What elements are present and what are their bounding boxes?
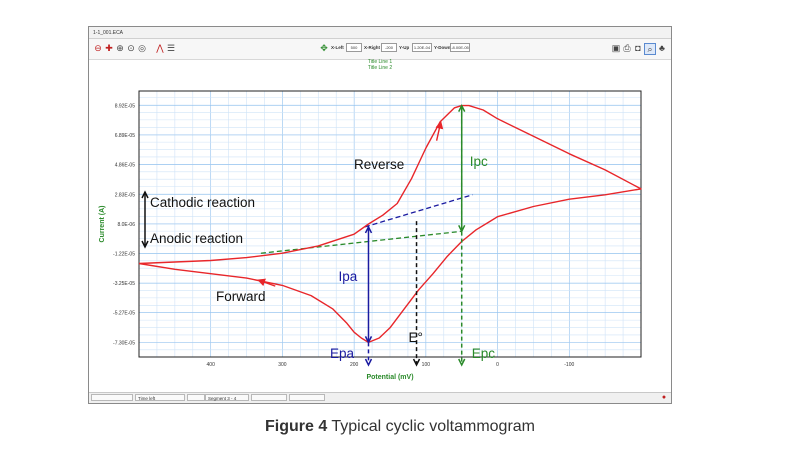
x-left-input[interactable]: 500 (346, 43, 362, 52)
time-left-cell: Time left (135, 394, 185, 401)
figure-caption: Figure 4 Typical cyclic voltammogram (0, 418, 800, 436)
x-left-label: X-Left (331, 45, 344, 50)
x-right-label: X-Right (364, 45, 380, 50)
y-up-label: Y-Up (399, 45, 410, 50)
window-title: 1-1_001.ECA (89, 27, 671, 39)
app-window: 1-1_001.ECA ⊖ ✚ ⊕ ⊙ ◎ ⋀ ☰ ✥ X-Left 500 X… (88, 26, 672, 404)
zoom-in-icon[interactable]: ⊕ (116, 43, 124, 53)
segment-label: Segment (208, 396, 227, 401)
title-line-1: Title Line 1 (367, 59, 393, 65)
zoom-fit-icon[interactable]: ⊙ (127, 43, 135, 53)
chart-titles: Title Line 1 Title Line 2 (89, 59, 671, 71)
record-icon[interactable]: ● (661, 394, 667, 401)
toolbar: ⊖ ✚ ⊕ ⊙ ◎ ⋀ ☰ ✥ X-Left 500 X-Right -200 … (89, 39, 671, 60)
camera-icon[interactable]: ▣ (611, 43, 621, 53)
search-icon[interactable]: ⌕ (644, 43, 656, 55)
figure-caption-text: Typical cyclic voltammogram (331, 418, 535, 435)
title-line-2: Title Line 2 (367, 65, 393, 71)
y-up-input[interactable]: 1.20E-04 (412, 43, 432, 52)
axis-move-icon[interactable]: ✥ (320, 43, 328, 53)
status-cell-4 (289, 394, 325, 401)
status-cell-2 (187, 394, 205, 401)
figure-label: Figure 4 (265, 418, 328, 435)
zoom-out-icon[interactable]: ⊖ (94, 43, 102, 53)
save-icon[interactable]: ◘ (635, 43, 641, 53)
help-icon[interactable]: ♣ (659, 43, 665, 53)
zoom-region-icon[interactable]: ◎ (138, 43, 146, 53)
crosshair-icon[interactable]: ✚ (105, 43, 113, 53)
y-down-label: Y-Down (434, 45, 451, 50)
status-cell-3 (251, 394, 287, 401)
x-right-input[interactable]: -200 (381, 43, 397, 52)
status-cell-1 (91, 394, 133, 401)
list-icon[interactable]: ☰ (166, 43, 176, 53)
statusbar: Time left Segment 3 - 4 ● (89, 392, 671, 403)
peak-icon[interactable]: ⋀ (156, 43, 164, 53)
print-icon[interactable]: ⎙ (623, 43, 631, 53)
segment-cell: Segment 3 - 4 (205, 394, 249, 401)
y-down-input[interactable]: -8.00E-05 (450, 43, 470, 52)
segment-value: 3 - 4 (227, 396, 237, 401)
